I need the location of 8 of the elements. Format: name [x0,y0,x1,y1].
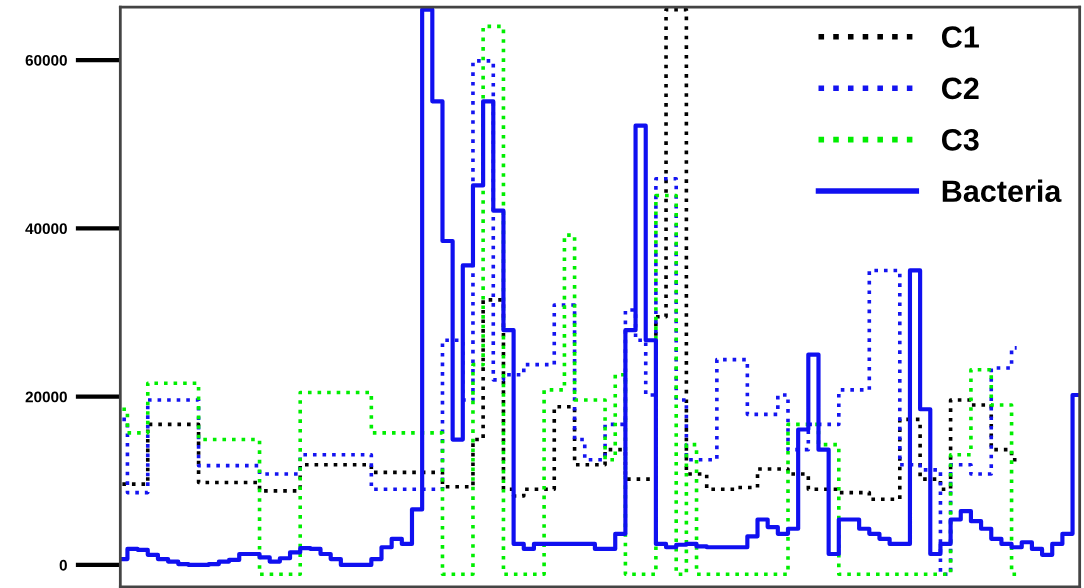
y-tick-label: 20000 [25,391,67,403]
legend-label: C3 [942,129,979,151]
legend-label: C2 [942,77,979,100]
y-tick-label: 40000 [25,223,67,235]
y-tick-label: 60000 [25,54,67,66]
y-tick-label: 0 [59,559,67,571]
legend-label: C1 [942,26,979,48]
legend-label: Bacteria [942,179,1062,203]
